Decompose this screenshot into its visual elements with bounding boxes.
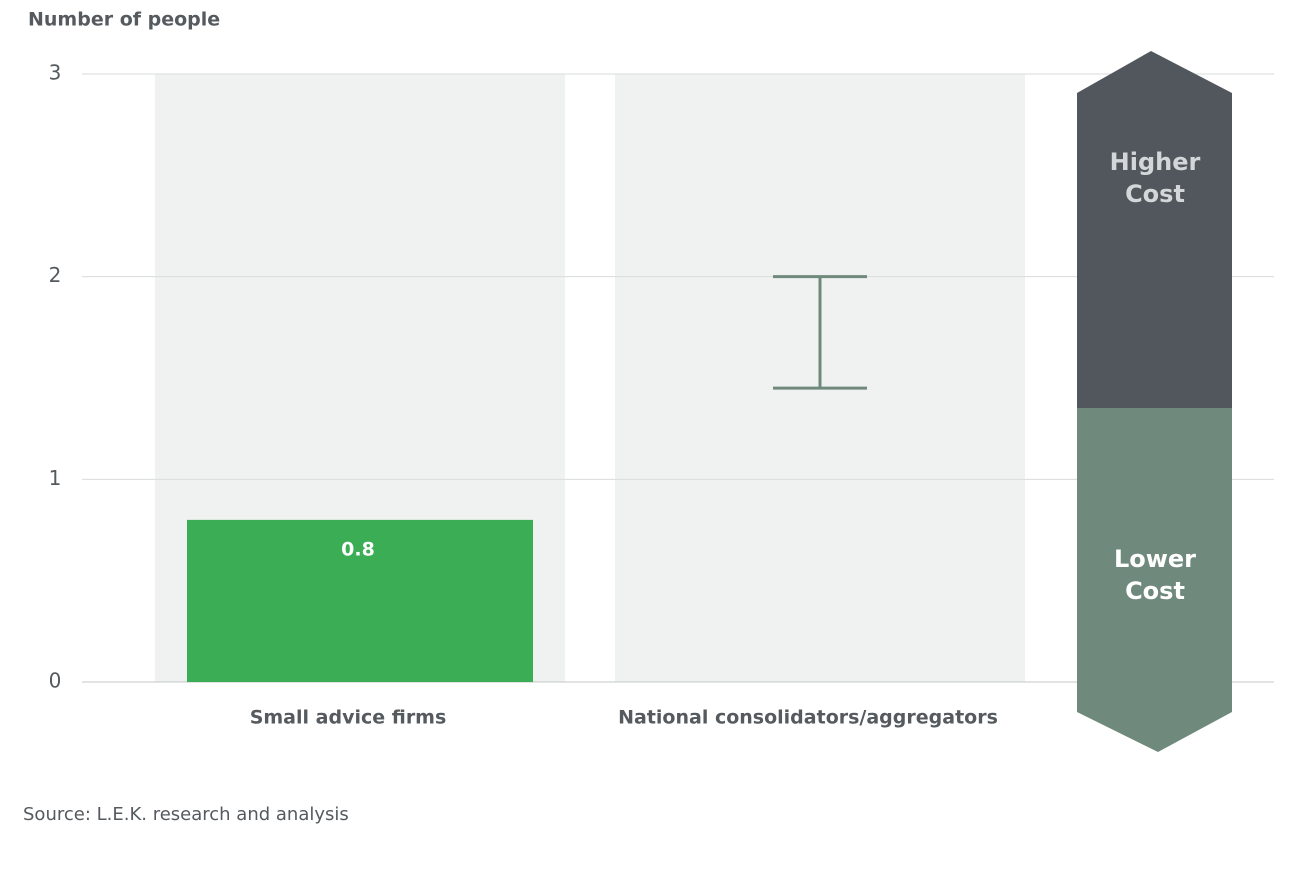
marks: 0.8 xyxy=(187,275,867,682)
y-axis-title: Number of people xyxy=(28,9,220,31)
cost-arrow-top xyxy=(1077,51,1232,408)
source: Source: L.E.K. research and analysis xyxy=(23,804,349,825)
y-tick-label: 0 xyxy=(49,669,62,693)
x-tick-label: National consolidators/aggregators xyxy=(618,707,998,729)
bar xyxy=(187,519,533,682)
cost-arrow-bottom xyxy=(1077,408,1232,752)
y-tick-label: 2 xyxy=(49,263,62,287)
y-tick-label: 1 xyxy=(49,466,62,490)
annotation: Lower Cost xyxy=(1114,545,1196,605)
data-label: 0.8 xyxy=(341,538,375,560)
y-tick-label: 3 xyxy=(49,61,62,85)
annotation: Higher Cost xyxy=(1110,148,1201,208)
x-tick-label: Small advice firms xyxy=(250,707,447,729)
